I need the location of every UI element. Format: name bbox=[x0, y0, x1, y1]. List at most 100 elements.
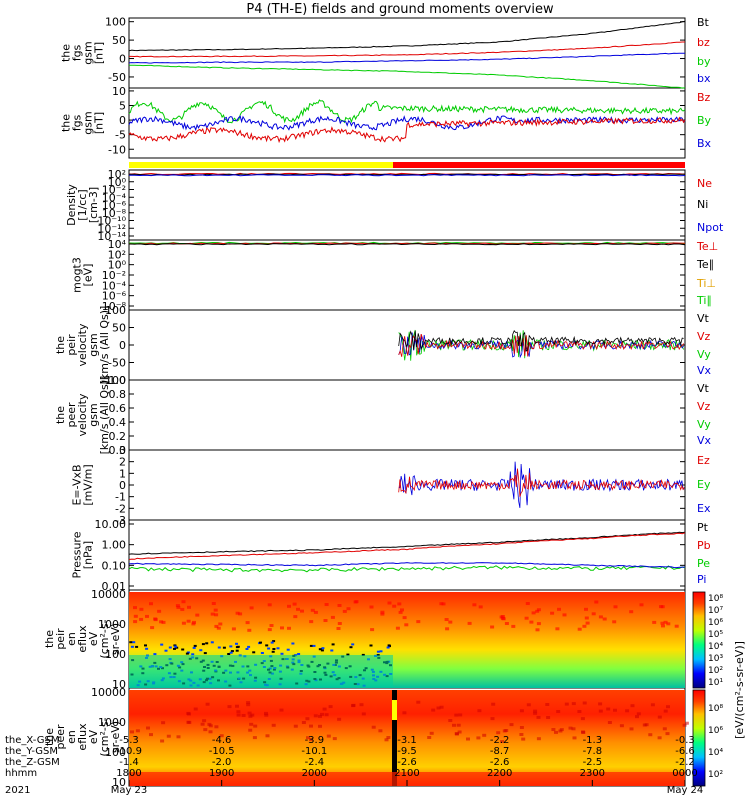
xaxis-row-label: the_Z-GSM bbox=[5, 757, 60, 768]
legend-entry: Ti⊥ bbox=[696, 277, 716, 290]
ytick-label: 10⁻⁶ bbox=[102, 199, 127, 212]
xaxis-tick-label: -2.6 bbox=[397, 757, 417, 768]
ytick-label: 0.01 bbox=[102, 580, 127, 593]
colorbar-tick: 10¹ bbox=[708, 678, 723, 688]
moment-line bbox=[128, 243, 686, 246]
xaxis-tick-label: 0000 bbox=[672, 768, 697, 779]
colorbar-tick: 10⁸ bbox=[708, 594, 723, 604]
ytick-label: 10.00 bbox=[95, 518, 127, 531]
colorbar-ion bbox=[692, 591, 706, 689]
xaxis-tick-label: 1800 bbox=[116, 768, 141, 779]
legend-entry: Pe bbox=[697, 557, 710, 570]
panel-p10: thepeerenefluxeV(cm²-s-sr-eV) 10000 1000 10… bbox=[43, 686, 686, 789]
legend-entry: Vx bbox=[697, 364, 712, 377]
colorbar-electron bbox=[692, 689, 706, 787]
xaxis-date-label: May 24 bbox=[667, 785, 704, 796]
moment-line bbox=[129, 174, 686, 177]
ytick-label: 1.0 bbox=[109, 374, 127, 387]
ytick-label: -2 bbox=[115, 502, 126, 515]
xaxis-tick-label: 1900 bbox=[209, 768, 234, 779]
legend-entry: Bx bbox=[697, 137, 712, 150]
series-line-Pi bbox=[128, 562, 686, 569]
status-bar-red bbox=[393, 162, 685, 168]
ytick-label: 10⁻⁶ bbox=[102, 290, 127, 303]
ytick-label: 0.0 bbox=[109, 444, 127, 457]
xaxis-row-label: the_Y-GSM bbox=[5, 746, 58, 757]
panel-p2: thefgsgsm[nT] 10 50 -5-10 Bz By Bx bbox=[60, 85, 712, 159]
xaxis-tick-label: -1.4 bbox=[119, 757, 139, 768]
ytick-label: 10⁻⁴ bbox=[102, 279, 127, 292]
ytick-label: -50 bbox=[108, 71, 126, 84]
legend-entry: Vx bbox=[697, 434, 712, 447]
legend-entry: Vt bbox=[697, 382, 710, 395]
xaxis-tick-label: -8.7 bbox=[490, 746, 510, 757]
ytick-label: -100 bbox=[101, 374, 126, 387]
legend-entry: Npot bbox=[697, 221, 724, 234]
legend-entry: Ex bbox=[697, 502, 711, 515]
xaxis-tick-label: -2.2 bbox=[675, 757, 695, 768]
series-line-Pt bbox=[128, 531, 686, 555]
xaxis-date-label: May 23 bbox=[111, 785, 148, 796]
panel-p3: Density[1/cc][cm-3]10²10⁰10⁻²10⁻⁴10⁻⁶10⁻… bbox=[65, 168, 724, 243]
velocity-line bbox=[398, 330, 684, 352]
ytick-label: 10⁻⁴ bbox=[102, 191, 127, 204]
legend-entry: Vy bbox=[697, 348, 711, 361]
panel-ylabel: thefgsgsm[nT] bbox=[60, 111, 106, 134]
legend-entry: By bbox=[697, 114, 712, 127]
ytick-label: 0 bbox=[119, 53, 126, 66]
panel-ylabel: thepeervelocitygsm[km/s (All Qs)] bbox=[54, 376, 111, 455]
ytick-label: 100 bbox=[105, 304, 126, 317]
colorbar-tick: 10⁶ bbox=[708, 618, 723, 628]
xaxis-tick-label: -4.6 bbox=[212, 735, 232, 746]
ytick-label: 2 bbox=[119, 456, 126, 469]
ytick-label: 100 bbox=[105, 746, 126, 759]
panel-ylabel: mogt3[eV] bbox=[71, 257, 95, 293]
xaxis-row-label: the_X-GSM bbox=[5, 735, 59, 746]
legend-entry: Ni bbox=[697, 198, 708, 211]
ytick-label: 10⁰ bbox=[108, 259, 127, 272]
xaxis-tick-label: -2.4 bbox=[305, 757, 325, 768]
colorbar-label: [eV/(cm²-s-sr-eV)] bbox=[733, 641, 746, 739]
legend-entry: bx bbox=[697, 72, 711, 85]
ytick-label: 10⁻¹⁴ bbox=[97, 230, 126, 243]
ytick-label: 10⁻⁸ bbox=[102, 300, 127, 313]
xaxis-tick-label: 2200 bbox=[487, 768, 512, 779]
colorbar-tick: 10³ bbox=[708, 654, 723, 664]
xaxis-tick-label: -5.3 bbox=[119, 735, 139, 746]
legend-entry: Ne bbox=[697, 177, 712, 190]
ytick-label: 10² bbox=[108, 168, 126, 181]
xaxis-tick-label: -7.8 bbox=[583, 746, 603, 757]
ytick-label: 5 bbox=[119, 100, 126, 113]
legend-entry: Vz bbox=[697, 330, 711, 343]
panel-ylabel: thefgsgsm[nT] bbox=[60, 41, 106, 64]
velocity-line bbox=[398, 333, 685, 357]
xaxis-row-label: 2021 bbox=[5, 785, 30, 796]
ytick-label: 100 bbox=[105, 648, 126, 661]
legend-entry: Bz bbox=[697, 91, 711, 104]
ytick-label: 0.4 bbox=[109, 416, 127, 429]
ytick-label: 10 bbox=[112, 776, 126, 789]
xaxis-tick-label: -10.5 bbox=[209, 746, 235, 757]
legend-entry: Pt bbox=[697, 521, 709, 534]
ytick-label: 10⁰ bbox=[108, 176, 127, 189]
moment-line bbox=[128, 242, 686, 245]
xaxis-tick-label: -2.5 bbox=[583, 757, 603, 768]
ytick-label: -10 bbox=[108, 143, 126, 156]
panel-ylabel: thepeerenefluxeV(cm²-s-sr-eV) bbox=[43, 717, 122, 756]
ytick-label: 0 bbox=[119, 339, 126, 352]
legend-entry: Te∥ bbox=[696, 258, 714, 271]
legend-entry: Ti∥ bbox=[696, 294, 712, 307]
xaxis-tick-label: -3.9 bbox=[305, 735, 325, 746]
ytick-label: -5 bbox=[115, 129, 126, 142]
component-line bbox=[128, 116, 686, 144]
xaxis-tick-label: 2300 bbox=[580, 768, 605, 779]
ytick-label: 100 bbox=[105, 16, 126, 29]
xaxis-tick-label: -10.1 bbox=[301, 746, 327, 757]
panel-p5: thepeirvelocitygsm[km/s (All Qs)]100 50 0 -… bbox=[54, 304, 712, 387]
legend-entry: bz bbox=[697, 36, 710, 49]
ytick-label: 10 bbox=[112, 678, 126, 691]
xaxis-tick-label: -10.9 bbox=[116, 746, 142, 757]
xaxis-tick-label: -3.1 bbox=[397, 735, 417, 746]
series-line-Pe bbox=[128, 565, 686, 573]
electron-spectrogram bbox=[129, 690, 689, 786]
